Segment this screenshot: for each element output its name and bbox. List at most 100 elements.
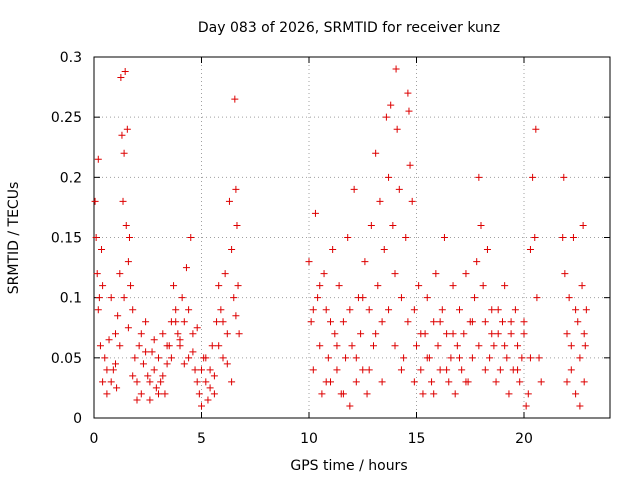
data-point (518, 354, 526, 362)
data-point (391, 342, 399, 350)
data-point (526, 354, 534, 362)
data-point (405, 107, 413, 115)
data-point (155, 354, 162, 362)
y-tick-label: 0.25 (51, 110, 82, 126)
data-point (526, 246, 534, 254)
data-point (170, 282, 178, 290)
data-point (382, 113, 390, 121)
data-point (215, 282, 223, 290)
data-point (235, 330, 243, 338)
data-point (380, 246, 388, 254)
data-point (567, 342, 575, 350)
data-point (155, 390, 162, 398)
data-point (438, 306, 446, 314)
data-point (311, 209, 319, 217)
data-point (191, 366, 199, 374)
data-point (434, 342, 442, 350)
data-point (314, 294, 322, 302)
data-point (113, 384, 121, 392)
data-point (520, 330, 528, 338)
data-point (146, 378, 154, 386)
data-point (535, 354, 543, 362)
data-point (119, 197, 127, 205)
data-point (492, 378, 500, 386)
data-point (481, 366, 489, 374)
data-point (436, 366, 444, 374)
data-point (142, 348, 150, 356)
data-point (445, 378, 453, 386)
data-point (342, 354, 350, 362)
data-point (208, 342, 216, 350)
data-point (574, 318, 582, 326)
data-point (486, 354, 494, 362)
data-point (172, 318, 180, 326)
data-point (109, 366, 117, 374)
data-point (159, 330, 167, 338)
data-point (397, 366, 405, 374)
data-point (430, 318, 438, 326)
data-point (400, 354, 408, 362)
data-point (96, 342, 104, 350)
data-point (333, 342, 341, 350)
data-point (231, 95, 239, 103)
data-point (116, 342, 124, 350)
data-point (410, 378, 418, 386)
data-point (202, 354, 210, 362)
data-point (579, 221, 587, 229)
data-point (430, 390, 438, 398)
data-point (103, 366, 111, 374)
data-point (127, 282, 135, 290)
data-point (230, 294, 238, 302)
data-point (163, 342, 171, 350)
data-point (103, 390, 111, 398)
data-point (198, 366, 205, 374)
y-tick-label: 0 (73, 411, 82, 427)
data-point (451, 390, 459, 398)
data-point (576, 402, 584, 410)
data-point (531, 234, 539, 241)
data-point (363, 390, 371, 398)
data-point (228, 246, 236, 254)
data-point (129, 372, 137, 380)
data-point (116, 270, 124, 278)
data-point (124, 324, 132, 332)
data-point (490, 342, 498, 350)
data-point (309, 366, 317, 374)
data-point (98, 246, 106, 254)
data-point (117, 73, 125, 81)
data-point (148, 348, 156, 356)
data-point (374, 282, 382, 290)
data-point (139, 360, 147, 368)
data-point (206, 384, 214, 392)
x-tick-label: 0 (90, 431, 99, 447)
data-point (385, 173, 393, 181)
y-axis-label: SRMTID / TECUs (6, 182, 22, 295)
data-point (219, 318, 227, 326)
data-point (135, 342, 143, 350)
data-point (462, 270, 470, 278)
data-point (105, 336, 113, 344)
data-point (107, 294, 115, 302)
data-point (146, 396, 154, 404)
data-point (94, 155, 102, 163)
data-point (494, 330, 502, 338)
data-point (348, 342, 356, 350)
data-point (187, 234, 195, 241)
data-point (215, 342, 223, 350)
data-point (202, 378, 210, 386)
data-point (419, 390, 427, 398)
data-point (428, 378, 436, 386)
data-point (462, 378, 470, 386)
data-point (195, 390, 203, 398)
data-point (142, 318, 150, 326)
data-point (505, 390, 513, 398)
data-point (232, 312, 240, 320)
data-point (92, 234, 100, 241)
data-point (372, 330, 380, 338)
data-point (582, 306, 590, 314)
data-point (322, 306, 330, 314)
data-point (122, 221, 130, 229)
data-point (225, 197, 233, 205)
data-point (578, 282, 586, 290)
data-point (413, 342, 420, 350)
